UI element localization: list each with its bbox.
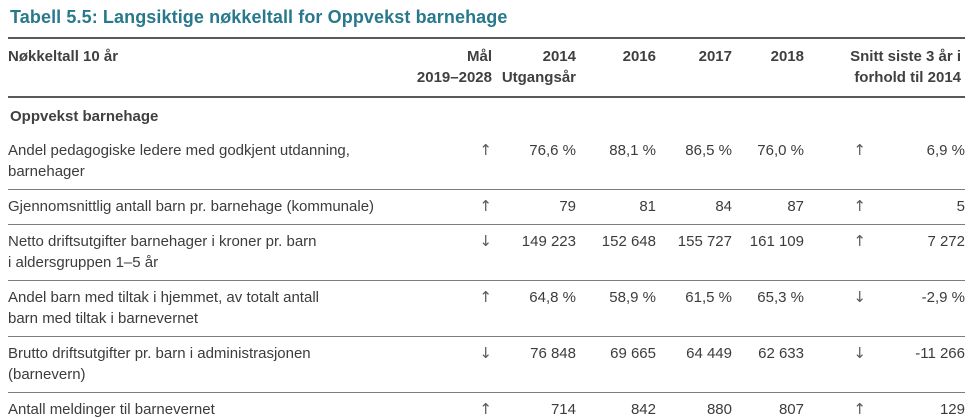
value-2014: 76,6 %	[492, 134, 576, 190]
header-goal-column: Mål 2019–2028	[408, 37, 492, 98]
value-2016: 81	[576, 189, 656, 225]
goal-arrow-up-icon: ↑	[408, 392, 492, 418]
value-diff: -2,9 %	[866, 280, 965, 337]
table-row: Antall meldinger til barnevernet ↑ 714 8…	[8, 392, 965, 418]
table-title: Tabell 5.5: Langsiktige nøkkeltall for O…	[10, 7, 508, 27]
goal-arrow-down-icon: ↓	[408, 224, 492, 281]
value-diff: -11 266	[866, 336, 965, 393]
value-2018: 76,0 %	[732, 134, 804, 190]
value-diff: 7 272	[866, 224, 965, 281]
value-2017: 84	[656, 189, 732, 225]
value-2018: 807	[732, 392, 804, 418]
row-label: Andel barn med tiltak i hjemmet, av tota…	[8, 280, 408, 337]
trend-arrow-down-icon: ↓	[804, 336, 866, 393]
value-2017: 880	[656, 392, 732, 418]
trend-arrow-down-icon: ↓	[804, 280, 866, 337]
value-2018: 161 109	[732, 224, 804, 281]
header-2017-column: 2017	[656, 37, 732, 98]
header-2014-column: 2014 Utgangsår	[492, 37, 576, 98]
section-title: Oppvekst barnehage	[10, 108, 159, 125]
value-diff: 129	[866, 392, 965, 418]
goal-arrow-down-icon: ↓	[408, 336, 492, 393]
table-header-row: Nøkkeltall 10 år Mål 2019–2028 2014 Utga…	[8, 37, 965, 98]
header-2016-column: 2016	[576, 37, 656, 98]
value-2016: 842	[576, 392, 656, 418]
value-2014: 64,8 %	[492, 280, 576, 337]
value-diff: 6,9 %	[866, 134, 965, 190]
value-2016: 152 648	[576, 224, 656, 281]
table-row: Andel pedagogiske ledere med godkjent ut…	[8, 134, 965, 190]
trend-arrow-up-icon: ↑	[804, 224, 866, 281]
value-2017: 64 449	[656, 336, 732, 393]
goal-arrow-up-icon: ↑	[408, 134, 492, 190]
header-2018-column: 2018	[732, 37, 804, 98]
value-2017: 61,5 %	[656, 280, 732, 337]
row-label: Gjennomsnittlig antall barn pr. barnehag…	[8, 189, 408, 225]
value-2018: 87	[732, 189, 804, 225]
table-row: Netto driftsutgifter barnehager i kroner…	[8, 224, 965, 281]
table-row: Brutto driftsutgifter pr. barn i adminis…	[8, 336, 965, 393]
trend-arrow-up-icon: ↑	[804, 392, 866, 418]
value-2014: 76 848	[492, 336, 576, 393]
key-figures-table: Nøkkeltall 10 år Mål 2019–2028 2014 Utga…	[8, 37, 965, 418]
value-2014: 79	[492, 189, 576, 225]
value-2016: 88,1 %	[576, 134, 656, 190]
table-row: Gjennomsnittlig antall barn pr. barnehag…	[8, 189, 965, 225]
row-label: Antall meldinger til barnevernet	[8, 392, 408, 418]
header-label-column: Nøkkeltall 10 år	[8, 37, 408, 98]
value-diff: 5	[866, 189, 965, 225]
section-header-row: Oppvekst barnehage	[8, 97, 965, 134]
value-2017: 86,5 %	[656, 134, 732, 190]
value-2017: 155 727	[656, 224, 732, 281]
trend-arrow-up-icon: ↑	[804, 134, 866, 190]
table-row: Andel barn med tiltak i hjemmet, av tota…	[8, 280, 965, 337]
value-2016: 58,9 %	[576, 280, 656, 337]
trend-arrow-up-icon: ↑	[804, 189, 866, 225]
row-label: Netto driftsutgifter barnehager i kroner…	[8, 224, 408, 281]
row-label: Andel pedagogiske ledere med godkjent ut…	[8, 134, 408, 190]
value-2018: 65,3 %	[732, 280, 804, 337]
value-2018: 62 633	[732, 336, 804, 393]
header-snitt-column: Snitt siste 3 år i forhold til 2014	[804, 37, 965, 98]
goal-arrow-up-icon: ↑	[408, 189, 492, 225]
value-2014: 149 223	[492, 224, 576, 281]
goal-arrow-up-icon: ↑	[408, 280, 492, 337]
value-2016: 69 665	[576, 336, 656, 393]
row-label: Brutto driftsutgifter pr. barn i adminis…	[8, 336, 408, 393]
value-2014: 714	[492, 392, 576, 418]
